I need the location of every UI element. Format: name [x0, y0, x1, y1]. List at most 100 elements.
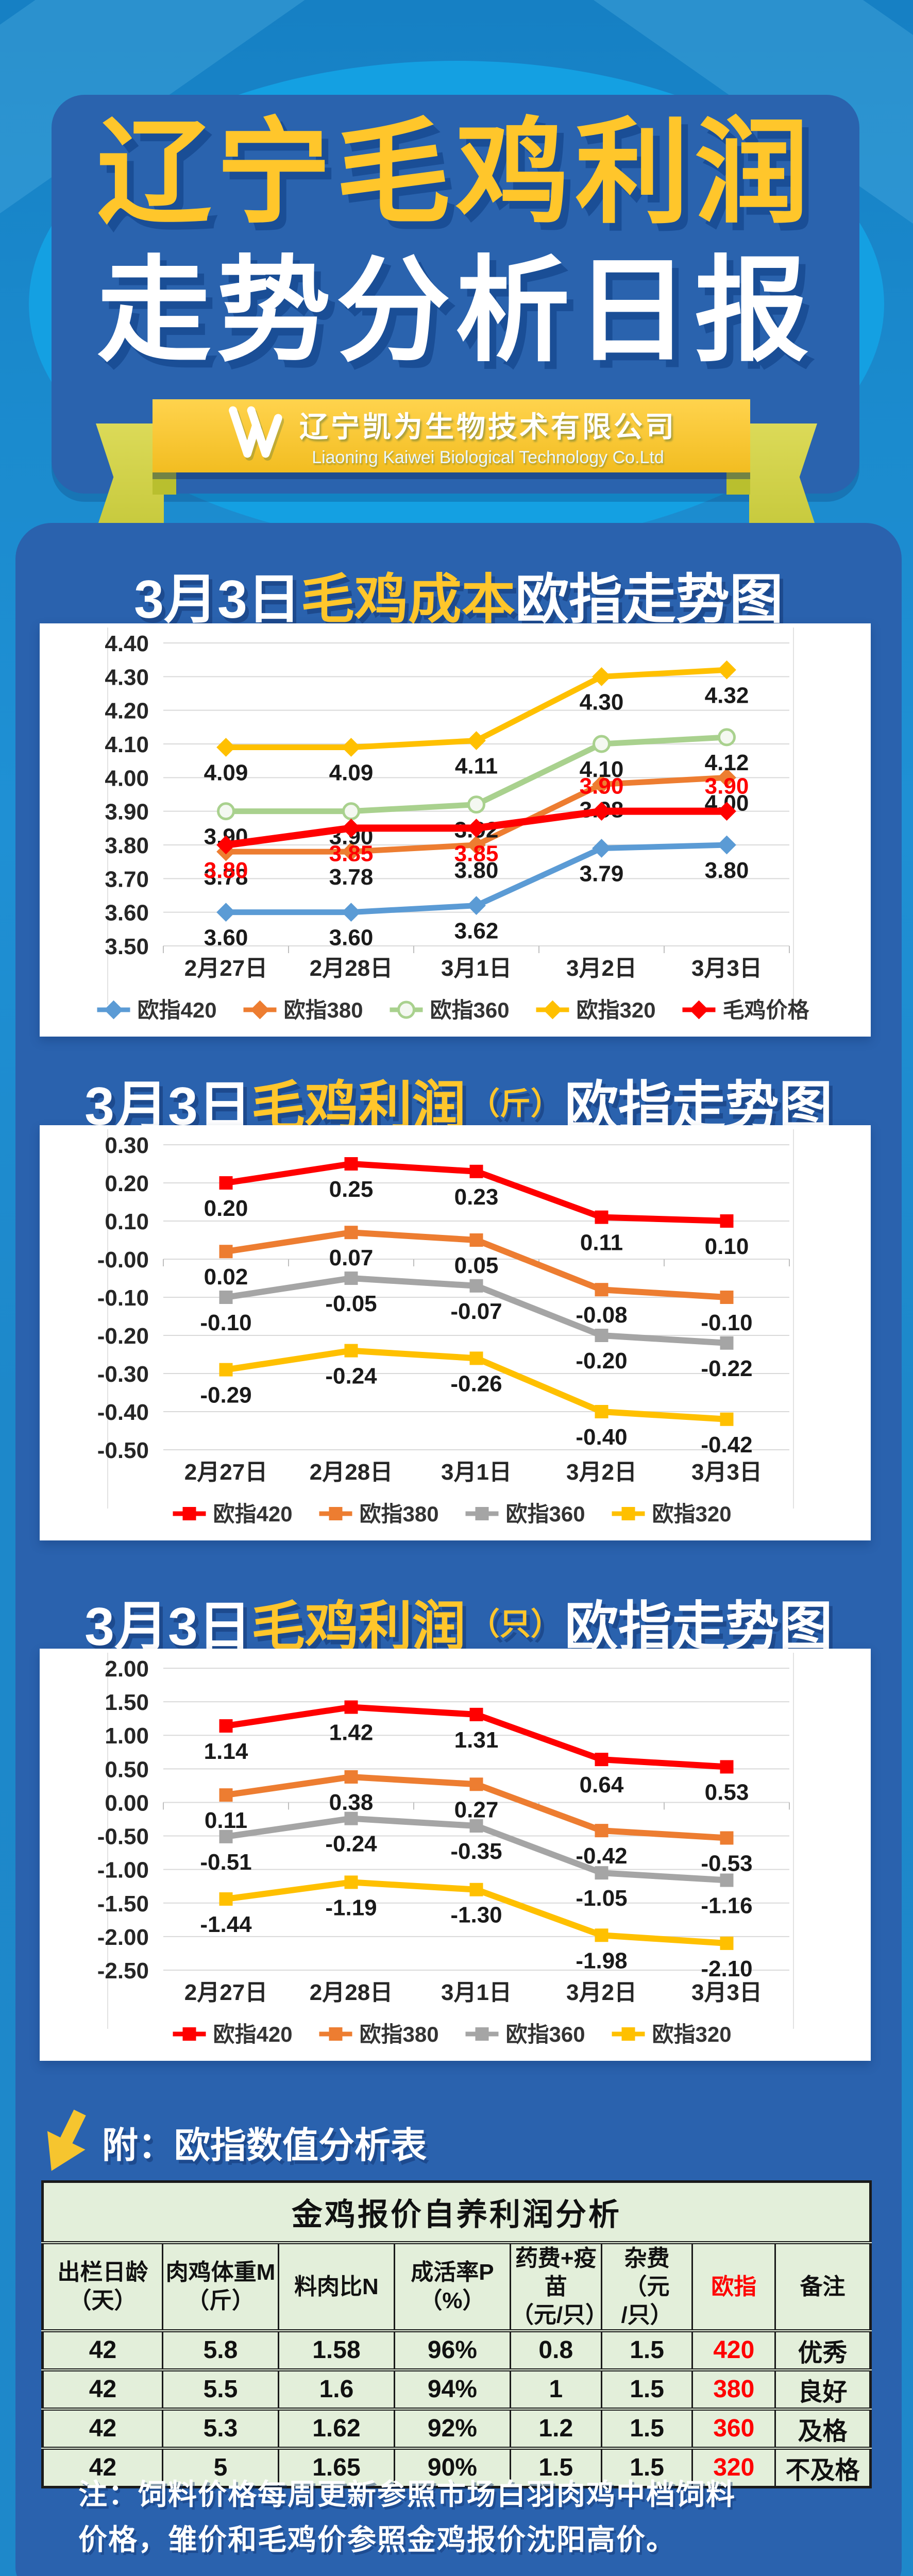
x-tick-label: 3月3日 [691, 956, 762, 981]
y-tick-label: -1.00 [97, 1858, 149, 1883]
y-tick-label: -1.50 [97, 1891, 149, 1917]
data-label: 4.09 [204, 760, 248, 786]
table-cell: 5.3 [162, 2407, 279, 2448]
series-欧指380: 0.02 0.07 0.05 -0.08 -0.10 [204, 1226, 753, 1335]
point-marker [216, 835, 235, 855]
series-欧指320: -0.29 -0.24 -0.26 -0.40 -0.42 [200, 1344, 753, 1458]
y-tick-label: 3.50 [105, 934, 149, 959]
point-marker [469, 1819, 483, 1833]
point-marker [689, 1000, 708, 1020]
y-tick-label: 1.50 [105, 1690, 149, 1715]
table-cell: 1.5 [600, 2368, 694, 2409]
point-marker [595, 1210, 608, 1224]
data-label: 3.78 [204, 865, 248, 890]
x-tick-label: 2月28日 [310, 1460, 393, 1485]
data-label: 1.14 [204, 1739, 248, 1764]
table-cell: 360 [691, 2407, 776, 2448]
point-marker [467, 896, 486, 915]
point-marker [344, 1272, 358, 1285]
point-marker [467, 835, 486, 855]
x-tick-label: 2月27日 [184, 956, 267, 981]
ribbon-fold-right [726, 472, 750, 495]
attach-arrow-icon [47, 2109, 86, 2171]
legend-item: 欧指360 [465, 1502, 585, 1526]
data-label: -1.44 [200, 1912, 252, 1937]
data-label: 0.38 [329, 1790, 374, 1815]
data-label: 3.85 [454, 841, 499, 866]
x-tick-label: 3月2日 [566, 956, 637, 981]
data-label: -0.24 [325, 1832, 377, 1857]
legend-item: 欧指380 [319, 1502, 439, 1526]
data-label: -0.29 [200, 1383, 251, 1408]
legend-label: 欧指380 [360, 2022, 439, 2046]
table-header-cell: 成活率P （%） [393, 2241, 511, 2331]
y-tick-label: 4.10 [105, 732, 149, 757]
legend-item: 欧指380 [319, 2022, 439, 2046]
note-line-1: 注：饲料价格每周更新参照市场白羽肉鸡中档饲料 [78, 2478, 736, 2511]
table-cell: 5.8 [162, 2329, 279, 2370]
point-marker [720, 1936, 734, 1950]
table-cell: 1.5 [509, 2446, 602, 2487]
y-tick-label: 0.10 [105, 1209, 149, 1234]
data-label: -0.24 [325, 1364, 377, 1389]
point-marker [397, 1001, 415, 1019]
chart-card-profit-bird: 2.00 1.50 1.00 0.50 0.00 -0.50 -1.00 -1.50 -2.00… [40, 1649, 871, 2061]
table-cell: 及格 [774, 2407, 871, 2448]
y-tick-label: -0.40 [97, 1400, 149, 1425]
data-label: 3.85 [329, 841, 374, 866]
point-marker [219, 1719, 233, 1733]
table-cell: 92% [393, 2407, 511, 2448]
data-label: -0.20 [576, 1348, 627, 1374]
point-marker [217, 802, 235, 821]
data-label: -1.19 [325, 1895, 377, 1920]
data-label: 0.11 [580, 1230, 623, 1256]
legend-label: 欧指320 [577, 998, 656, 1022]
main-title-line1: 辽宁毛鸡利润 [97, 109, 814, 237]
main-title-line2: 走势分析日报 [97, 247, 814, 375]
point-marker [216, 738, 235, 757]
point-marker [475, 2027, 489, 2041]
data-label: 3.90 [580, 774, 624, 799]
table-cell: 42 [42, 2368, 163, 2409]
point-marker [592, 775, 611, 794]
y-tick-label: 3.60 [105, 901, 149, 926]
point-marker [469, 1777, 483, 1791]
y-tick-label: 0.00 [105, 1790, 149, 1816]
ribbon-fold-left [153, 472, 176, 495]
point-marker [219, 1892, 233, 1906]
chart-card-cost: 4.40 4.30 4.20 4.10 4.00 3.90 3.80 3.70 3.60 3.50… [40, 623, 871, 1037]
table-cell: 90% [393, 2446, 511, 2487]
profit-per-bird-chart: 2.00 1.50 1.00 0.50 0.00 -0.50 -1.00 -1.50 -2.00… [97, 1653, 794, 2046]
data-label: 4.11 [455, 753, 498, 778]
point-marker [344, 1226, 358, 1240]
cost-trend-chart: 4.40 4.30 4.20 4.10 4.00 3.90 3.80 3.70 3.60 3.50… [97, 628, 810, 1022]
point-marker [595, 1405, 608, 1418]
data-label: 4.32 [705, 683, 749, 708]
table-cell: 5 [162, 2446, 279, 2487]
data-label: 1.31 [454, 1727, 499, 1753]
point-marker [250, 1000, 269, 1020]
company-logo-icon [229, 406, 284, 461]
table-cell: 1.5 [600, 2407, 694, 2448]
notes: 注：饲料价格每周更新参照市场白羽肉鸡中档饲料 价格，雏价和毛鸡价参照金鸡报价沈阳… [78, 2472, 861, 2563]
x-tick-label: 3月2日 [566, 1460, 637, 1485]
legend-item: 欧指360 [465, 2022, 585, 2046]
table-cell: 1 [509, 2368, 602, 2409]
legend-label: 欧指360 [430, 998, 510, 1022]
point-marker [543, 1000, 562, 1020]
data-label: 4.30 [580, 689, 624, 715]
data-label: -0.35 [450, 1839, 502, 1864]
data-label: 0.20 [204, 1196, 248, 1221]
table-cell: 0.8 [509, 2329, 602, 2370]
data-label: 0.53 [705, 1780, 749, 1805]
data-label: 0.64 [580, 1772, 624, 1798]
legend-label: 毛鸡价格 [723, 998, 810, 1022]
data-label: -0.07 [450, 1299, 502, 1324]
point-marker [219, 1363, 233, 1377]
point-marker [720, 1831, 734, 1845]
table-cell: 96% [393, 2329, 511, 2370]
point-marker [593, 735, 611, 753]
data-label: 0.25 [329, 1177, 374, 1202]
table-cell: 1.5 [600, 2329, 694, 2370]
y-tick-label: 3.90 [105, 800, 149, 825]
